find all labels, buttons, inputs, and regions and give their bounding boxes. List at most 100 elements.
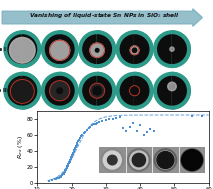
Wedge shape xyxy=(172,35,186,64)
Point xyxy=(74,145,78,148)
Wedge shape xyxy=(97,35,111,64)
Wedge shape xyxy=(135,31,153,67)
Point xyxy=(68,159,72,162)
Point xyxy=(69,158,72,161)
Point xyxy=(67,162,70,165)
Point xyxy=(85,129,89,132)
Circle shape xyxy=(41,72,78,109)
Point xyxy=(71,153,74,156)
Y-axis label: $R_{ex}$ (%): $R_{ex}$ (%) xyxy=(16,135,25,159)
Wedge shape xyxy=(135,76,149,105)
Wedge shape xyxy=(60,35,74,64)
Wedge shape xyxy=(120,35,135,64)
Point xyxy=(128,125,132,128)
Point xyxy=(69,156,73,159)
Point xyxy=(74,146,77,149)
Point xyxy=(63,170,66,174)
Circle shape xyxy=(168,82,176,91)
Point xyxy=(66,165,69,168)
Circle shape xyxy=(50,81,70,101)
Circle shape xyxy=(57,88,63,94)
Circle shape xyxy=(154,31,190,67)
Point xyxy=(70,154,74,157)
Point xyxy=(59,175,62,178)
Point xyxy=(71,153,74,156)
Point xyxy=(55,177,59,180)
Point xyxy=(65,166,69,169)
Wedge shape xyxy=(83,35,97,64)
Circle shape xyxy=(90,43,104,57)
Point xyxy=(65,167,68,170)
Point xyxy=(63,171,66,174)
Wedge shape xyxy=(135,35,149,64)
Wedge shape xyxy=(97,31,115,67)
Point xyxy=(63,170,67,173)
Circle shape xyxy=(116,72,153,109)
Point xyxy=(200,115,204,118)
Point xyxy=(142,133,145,136)
Wedge shape xyxy=(8,76,22,105)
Wedge shape xyxy=(97,72,115,109)
Point xyxy=(74,146,77,149)
Circle shape xyxy=(90,83,105,98)
Wedge shape xyxy=(135,35,149,64)
Wedge shape xyxy=(97,76,111,105)
Point xyxy=(64,169,67,172)
Point xyxy=(111,117,114,120)
Wedge shape xyxy=(172,76,186,105)
Wedge shape xyxy=(60,76,74,105)
Text: Vanishing of liquid-state Sn NPs in SiO$_2$ shell: Vanishing of liquid-state Sn NPs in SiO$… xyxy=(29,11,180,20)
Point xyxy=(132,121,135,124)
Point xyxy=(68,161,71,164)
Point xyxy=(73,148,76,151)
Point xyxy=(96,121,99,124)
Wedge shape xyxy=(22,72,41,109)
Circle shape xyxy=(4,31,41,67)
Wedge shape xyxy=(158,35,172,64)
Circle shape xyxy=(41,31,78,67)
Circle shape xyxy=(95,49,99,52)
Circle shape xyxy=(79,31,115,67)
Wedge shape xyxy=(22,35,37,64)
Point xyxy=(152,129,155,132)
Point xyxy=(69,157,73,160)
Point xyxy=(64,168,68,171)
Point xyxy=(73,149,76,152)
Wedge shape xyxy=(172,35,186,64)
Point xyxy=(57,176,60,179)
Wedge shape xyxy=(45,35,60,64)
Point xyxy=(92,123,96,126)
Point xyxy=(50,179,53,182)
Wedge shape xyxy=(22,76,37,105)
Wedge shape xyxy=(22,31,41,67)
Point xyxy=(66,163,70,166)
Wedge shape xyxy=(135,72,153,109)
Point xyxy=(83,130,87,133)
Point xyxy=(79,135,83,138)
Point xyxy=(97,120,101,123)
Point xyxy=(118,115,121,119)
Point xyxy=(62,172,66,175)
Point xyxy=(87,127,91,130)
Wedge shape xyxy=(120,76,135,105)
Circle shape xyxy=(132,48,137,53)
Point xyxy=(190,115,193,118)
Wedge shape xyxy=(158,76,172,105)
Wedge shape xyxy=(8,35,22,64)
Circle shape xyxy=(50,40,70,60)
Point xyxy=(121,127,125,130)
Circle shape xyxy=(130,87,139,95)
Point xyxy=(75,143,78,146)
Circle shape xyxy=(79,72,115,109)
Point xyxy=(114,116,118,119)
Point xyxy=(65,167,68,170)
Wedge shape xyxy=(135,76,149,105)
Point xyxy=(66,164,69,167)
Point xyxy=(125,129,128,132)
Point xyxy=(89,125,92,128)
Point xyxy=(53,178,56,181)
Point xyxy=(77,140,80,143)
Point xyxy=(80,133,83,136)
Point xyxy=(94,122,97,125)
Point xyxy=(69,158,72,161)
